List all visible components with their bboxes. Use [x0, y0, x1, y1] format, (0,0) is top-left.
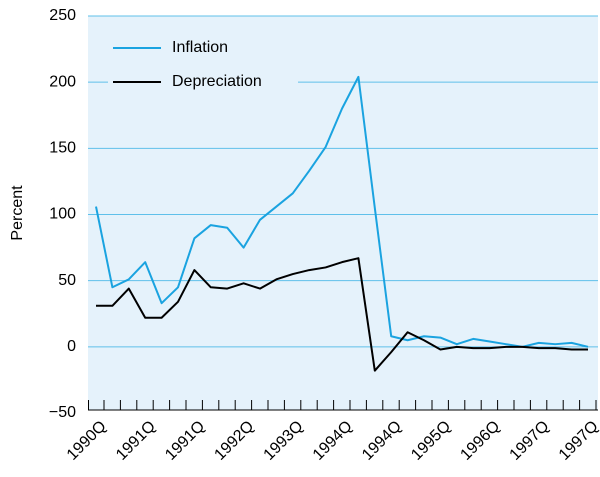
- y-tick-label: 100: [49, 206, 76, 223]
- legend-label: Depreciation: [172, 73, 262, 90]
- x-tick-label: 1997Q: [556, 418, 600, 464]
- x-tick-label: 1994Q: [310, 418, 356, 464]
- x-tick-label: 1995Q: [408, 418, 454, 464]
- legend-label: Inflation: [172, 39, 228, 56]
- y-axis-label: Percent: [9, 185, 26, 241]
- x-tick-label: 1997Q: [507, 418, 553, 464]
- x-tick-label: 1991Q: [162, 418, 208, 464]
- y-tick-label: −50: [49, 404, 76, 421]
- x-tick-label: 1990Q: [64, 418, 110, 464]
- x-tick-label: 1992Q: [211, 418, 257, 464]
- x-tick-label: 1991Q: [113, 418, 159, 464]
- y-tick-label: 0: [67, 338, 76, 355]
- y-tick-label: 200: [49, 73, 76, 90]
- x-tick-label: 1996Q: [457, 418, 503, 464]
- series-line: [96, 257, 588, 372]
- y-tick-label: 250: [49, 7, 76, 24]
- series-line: [95, 75, 589, 348]
- y-tick-label: 150: [49, 140, 76, 157]
- y-tick-label: 50: [58, 272, 76, 289]
- x-tick-label: 1994Q: [359, 418, 405, 464]
- x-tick-label: 1993Q: [261, 418, 307, 464]
